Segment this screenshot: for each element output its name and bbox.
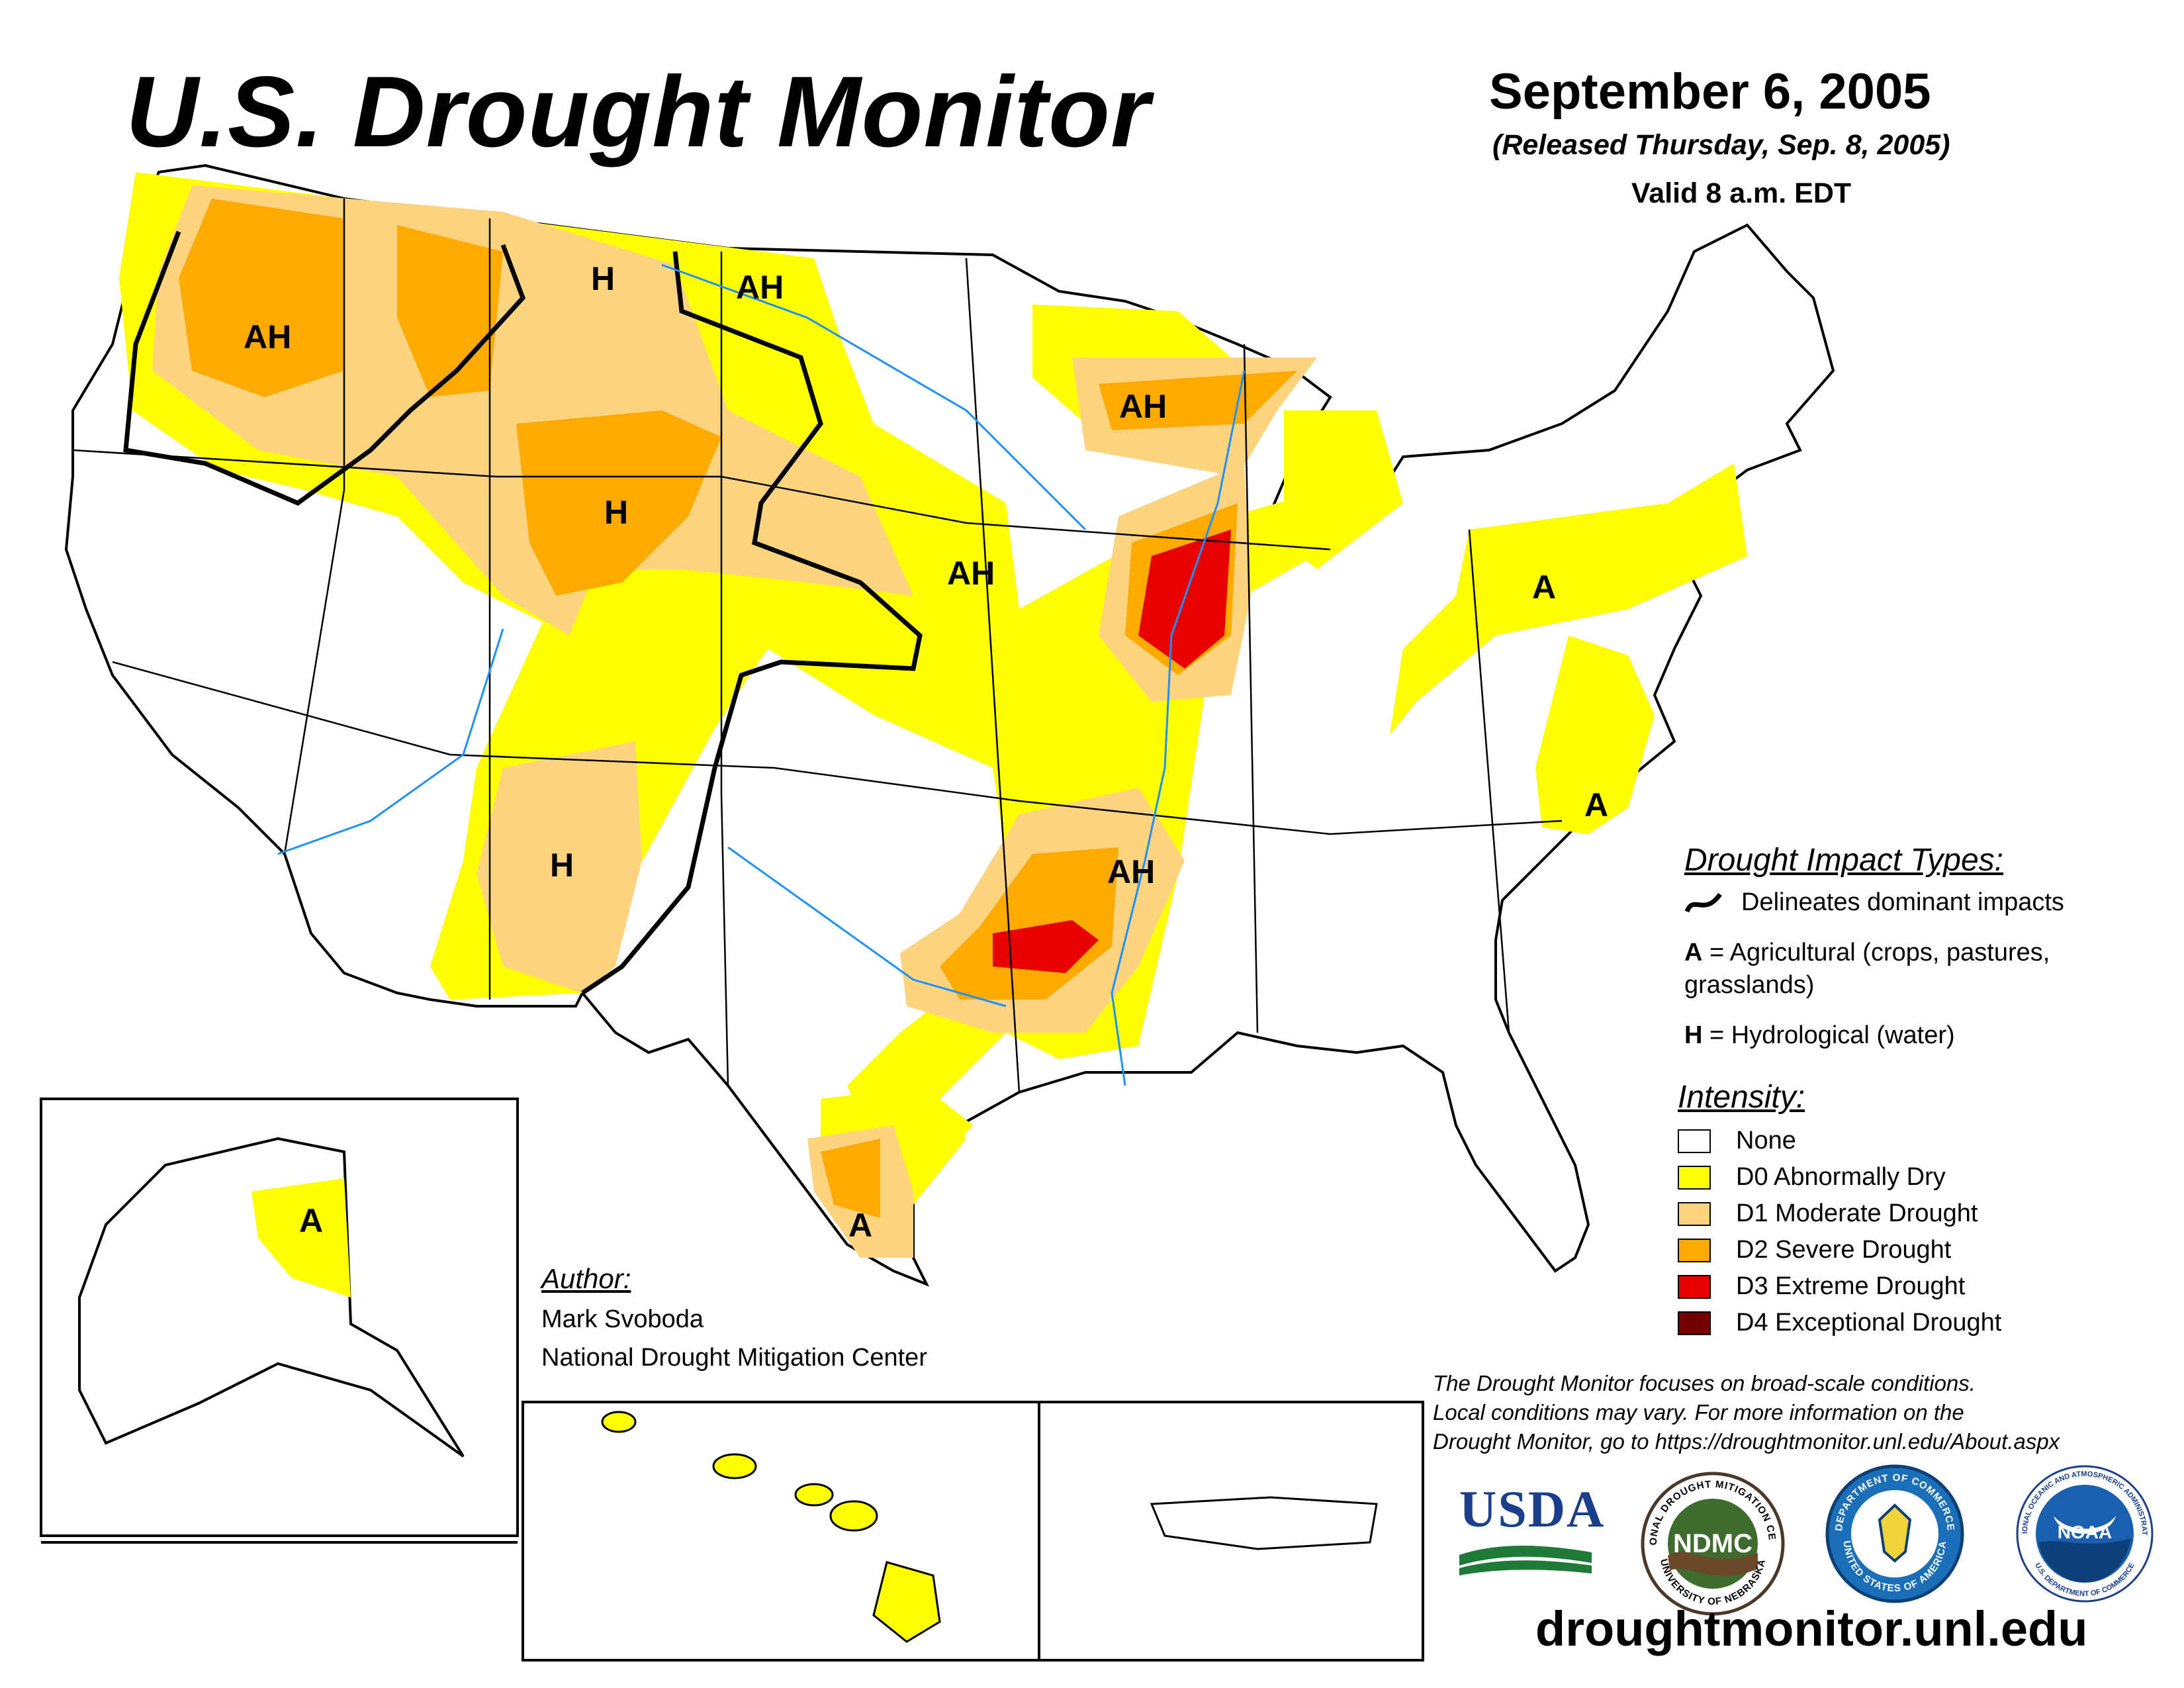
legend-swatch	[1678, 1274, 1711, 1299]
disclaimer: The Drought Monitor focuses on broad-sca…	[1433, 1369, 2181, 1456]
rivers	[277, 263, 1246, 1086]
release-note: (Released Thursday, Sep. 8, 2005)	[1492, 129, 1950, 161]
legend-item-none: None	[1678, 1123, 2001, 1159]
author-name: Mark Svoboda	[541, 1305, 704, 1333]
hawaii-inset	[522, 1401, 1040, 1662]
label-nd: AH	[736, 269, 784, 306]
disclaimer-line: Local conditions may vary. For more info…	[1433, 1400, 1964, 1425]
impact-h-row: H = Hydrological (water)	[1684, 1021, 1955, 1050]
boundary-line-icon	[1684, 892, 1722, 913]
legend-swatch	[1678, 1165, 1711, 1190]
impact-delineate-row: Delineates dominant impacts	[1684, 888, 2064, 917]
usda-logo-swoosh	[1459, 1546, 1592, 1575]
disclaimer-line: The Drought Monitor focuses on broad-sca…	[1433, 1371, 1976, 1395]
label-wy: H	[604, 494, 629, 531]
label-nm: H	[550, 847, 574, 884]
label-wi: AH	[1119, 388, 1167, 425]
impact-a-text-cont: grasslands)	[1684, 971, 1815, 999]
drought-shading	[119, 172, 1747, 1258]
label-tx: A	[848, 1207, 873, 1244]
label-ar: AH	[1107, 853, 1156, 890]
legend-swatch	[1678, 1129, 1711, 1153]
intensity-legend-heading: Intensity:	[1678, 1080, 1805, 1115]
website-url[interactable]: droughtmonitor.unl.edu	[1535, 1601, 2088, 1656]
legend-item-label: None	[1736, 1127, 1796, 1154]
usda-logo: USDA	[1459, 1479, 1606, 1579]
legend-swatch	[1678, 1201, 1711, 1226]
legend-item-d4: D4 Exceptional Drought	[1678, 1305, 2001, 1341]
legend-swatch	[1678, 1238, 1711, 1262]
legend-item-d1: D1 Moderate Drought	[1678, 1196, 2001, 1232]
valid-time: Valid 8 a.m. EDT	[1631, 177, 1852, 209]
impact-legend-heading: Drought Impact Types:	[1684, 843, 2003, 878]
ndmc-logo: NATIONAL DROUGHT MITIGATION CENTER UNIVE…	[1640, 1471, 1785, 1616]
legend-item-label: D0 Abnormally Dry	[1736, 1163, 1946, 1191]
label-pnw: AH	[244, 318, 292, 355]
impact-h-text: = Hydrological (water)	[1709, 1021, 1955, 1049]
author-org: National Drought Mitigation Center	[541, 1344, 927, 1372]
legend-item-label: D2 Severe Drought	[1736, 1236, 1952, 1264]
usda-logo-text: USDA	[1459, 1480, 1606, 1538]
impact-h-key: H	[1684, 1021, 1703, 1049]
intensity-legend: None D0 Abnormally Dry D1 Moderate Droug…	[1678, 1123, 2001, 1341]
noaa-logo: NATIONAL OCEANIC AND ATMOSPHERIC ADMINIS…	[2015, 1464, 2154, 1603]
legend-item-label: D4 Exceptional Drought	[1736, 1309, 2002, 1336]
map-date: September 6, 2005	[1489, 64, 1931, 120]
legend-item-d2: D2 Severe Drought	[1678, 1232, 2001, 1268]
disclaimer-line: Drought Monitor, go to https://droughtmo…	[1433, 1429, 2060, 1454]
state-lines	[72, 199, 1563, 1093]
noaa-logo-text: NOAA	[2058, 1522, 2112, 1542]
impact-a-text: = Agricultural (crops, pastures,	[1709, 939, 2050, 966]
legend-item-label: D3 Extreme Drought	[1736, 1272, 1966, 1300]
legend-item-d3: D3 Extreme Drought	[1678, 1268, 2001, 1305]
page-title: U.S. Drought Monitor	[126, 56, 1151, 168]
label-ak: A	[299, 1202, 324, 1239]
legend-swatch	[1678, 1311, 1711, 1335]
legend-item-d0: D0 Abnormally Dry	[1678, 1159, 2001, 1196]
impact-a-row: A = Agricultural (crops, pastures,	[1684, 939, 2050, 967]
impact-delineate-label: Delineates dominant impacts	[1741, 888, 2064, 916]
author-heading: Author:	[541, 1263, 631, 1294]
puerto-rico-inset	[1038, 1401, 1424, 1662]
impact-a-key: A	[1684, 939, 1703, 966]
label-ia: AH	[947, 555, 995, 592]
label-mt: H	[591, 260, 615, 297]
legend-item-label: D1 Moderate Drought	[1736, 1199, 1978, 1227]
commerce-seal: DEPARTMENT OF COMMERCE UNITED STATES OF …	[1825, 1464, 1964, 1603]
ndmc-logo-text: NDMC	[1673, 1529, 1752, 1558]
label-pa: A	[1532, 569, 1557, 606]
alaska-inset	[40, 1098, 519, 1544]
label-nc: A	[1584, 786, 1609, 823]
